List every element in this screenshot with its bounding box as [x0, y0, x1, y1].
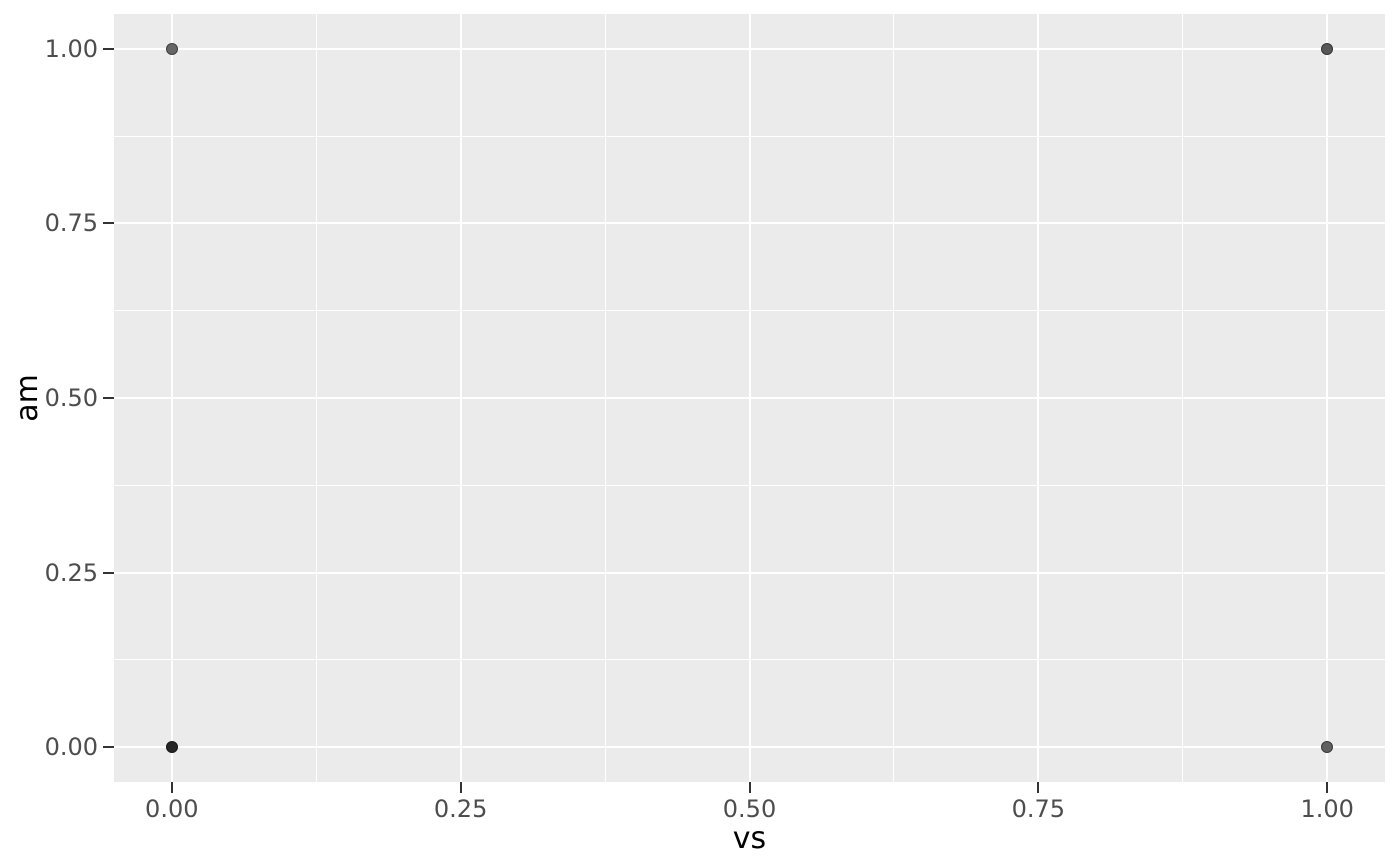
data-point — [165, 741, 178, 754]
x-axis-title: vs — [732, 821, 767, 856]
x-tick-label: 0.25 — [433, 795, 488, 823]
x-tick-mark — [459, 782, 462, 793]
x-tick-mark — [748, 782, 751, 793]
major-gridline-horizontal — [114, 571, 1385, 574]
y-axis-title: am — [10, 374, 45, 422]
x-tick-mark — [1037, 782, 1040, 793]
data-point — [1321, 741, 1334, 754]
major-gridline-horizontal — [114, 47, 1385, 50]
major-gridline-horizontal — [114, 222, 1385, 225]
y-tick-mark — [103, 222, 114, 225]
y-tick-label: 0.00 — [44, 733, 98, 762]
x-tick-label: 0.50 — [722, 795, 777, 823]
y-tick-label: 0.25 — [44, 558, 98, 587]
x-tick-label: 0.00 — [145, 795, 199, 823]
y-tick-mark — [103, 571, 114, 574]
x-tick-mark — [1326, 782, 1329, 793]
major-gridline-horizontal — [114, 397, 1385, 399]
y-tick-mark — [103, 47, 114, 50]
y-tick-label: 0.75 — [44, 209, 98, 238]
y-tick-mark — [103, 397, 114, 399]
y-tick-label: 1.00 — [44, 34, 98, 63]
x-tick-mark — [170, 782, 173, 793]
y-tick-mark — [103, 746, 114, 749]
y-tick-label: 0.50 — [44, 384, 98, 412]
data-point — [1321, 42, 1334, 55]
data-point — [165, 42, 178, 55]
x-tick-label: 1.00 — [1300, 795, 1354, 823]
major-gridline-horizontal — [114, 746, 1385, 749]
x-tick-label: 0.75 — [1011, 795, 1066, 823]
plot-panel — [114, 14, 1385, 782]
